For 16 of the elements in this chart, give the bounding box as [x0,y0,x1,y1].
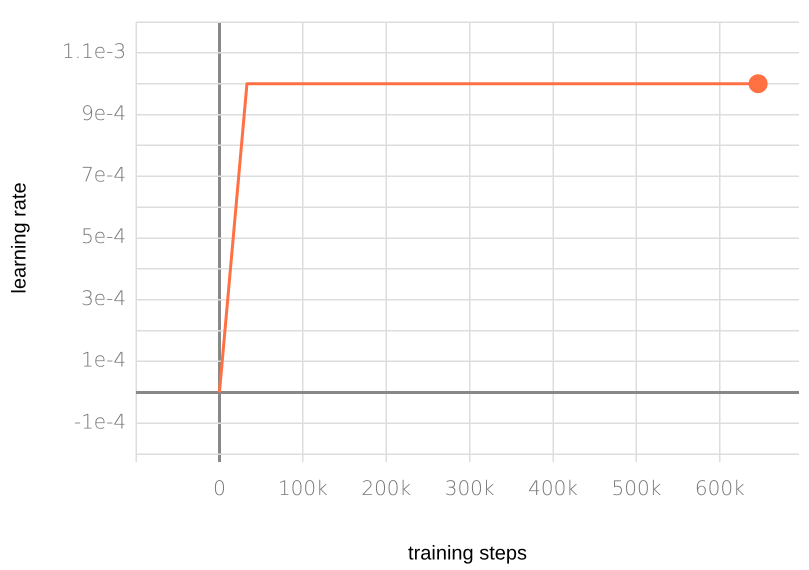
x-tick-label: 600k [694,476,745,500]
y-axis-title: learning rate [8,182,31,294]
x-tick-label: 0 [213,476,226,500]
x-axis-title: training steps [408,542,528,565]
x-tick-label: 500k [612,476,662,500]
y-tick-label: 5e-4 [81,224,126,248]
y-tick-label: -1e-4 [74,409,126,434]
x-tick-label: 200k [361,476,412,500]
y-tick-label: 3e-4 [81,286,126,310]
y-tick-label: 7e-4 [81,162,126,186]
x-tick-label: 100k [278,476,328,500]
x-tick-label: 400k [528,476,578,500]
x-tick-label: 300k [444,476,494,500]
y-tick-label: 9e-4 [81,100,126,125]
y-tick-label: 1.1e-3 [62,39,126,64]
y-tick-label: 1e-4 [81,348,126,372]
